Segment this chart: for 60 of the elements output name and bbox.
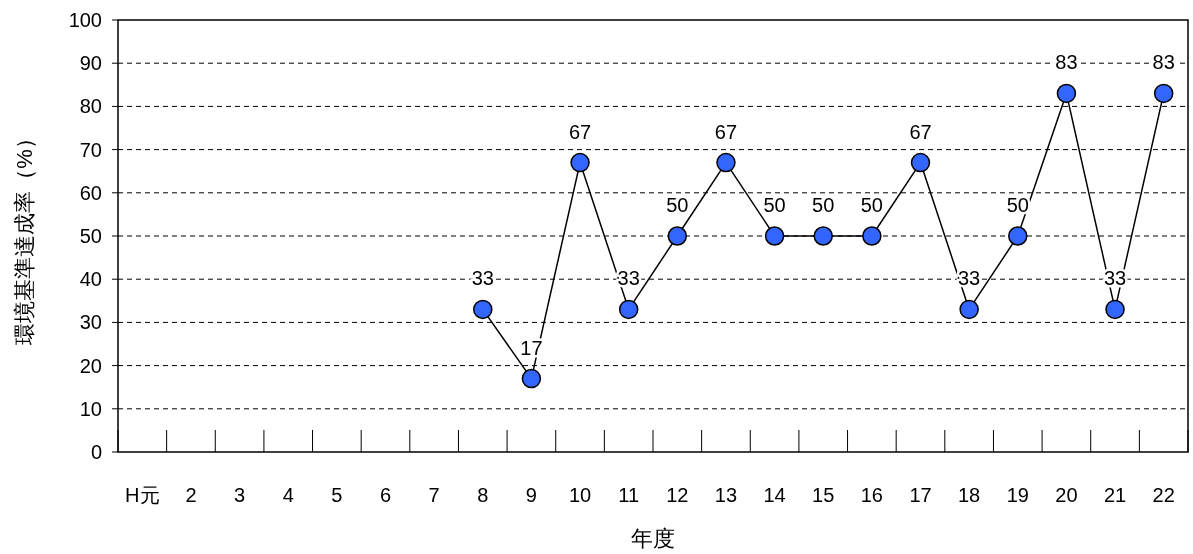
x-tick-label: 4 [282,484,294,506]
data-label: 67 [909,120,932,143]
point [764,226,785,246]
point [813,226,833,246]
point [1105,299,1125,320]
x-tick-label: 19 [1006,484,1029,506]
x-tick-label: 6 [379,484,392,506]
x-tick-label: 20 [1055,484,1078,506]
y-tick-label: 90 [79,52,102,75]
x-tick-label: 18 [958,484,981,506]
point [1056,83,1077,104]
point [570,152,590,173]
point [667,226,688,246]
data-label: 50 [763,194,786,216]
x-tick-label: 5 [331,484,343,506]
point [716,152,736,173]
point [618,299,639,320]
x-tick-label: 13 [714,484,738,506]
point [959,299,979,320]
point [473,299,493,320]
y-tick-label: 40 [79,268,102,291]
x-tick-label: 9 [525,484,537,506]
point [1008,226,1028,246]
x-tick-label: 3 [234,484,246,506]
y-tick-label: 60 [79,181,102,204]
point [862,226,882,246]
y-tick-label: 0 [90,441,102,463]
data-label: 67 [714,120,738,143]
y-tick-label: 80 [79,95,102,118]
y-tick-label: 50 [79,225,102,247]
x-tick-label: 7 [428,484,440,506]
x-tick-label: 8 [477,484,489,506]
y-tick-label: 70 [79,138,102,161]
y-tick-label: 20 [79,354,102,377]
x-tick-label: 22 [1152,484,1175,506]
x-tick-label: 12 [666,484,689,506]
point [521,368,542,389]
data-label: 50 [1006,194,1029,216]
x-tick-label: 11 [618,484,640,506]
data-label: 50 [860,194,883,216]
point [1153,83,1174,104]
x-tick-label: 14 [763,484,786,506]
data-label: 50 [666,194,689,216]
y-tick-label: 30 [79,311,102,334]
x-axis-title: 年度 [631,526,675,551]
y-tick-label: 100 [68,9,102,31]
x-tick-label: 2 [185,484,197,506]
x-tick-label: 17 [909,484,932,506]
data-label: 33 [958,267,981,290]
data-label: 67 [568,120,592,143]
x-tick-label: 21 [1103,484,1127,506]
x-tick-label: 16 [860,484,883,506]
x-tick-label: 15 [812,484,835,506]
data-label: 33 [471,267,494,290]
y-tick-label: 10 [79,397,102,420]
data-label: 50 [812,194,835,216]
y-axis-title: 環境基準達成率（%） [12,127,37,345]
point [910,152,931,173]
x-tick-label: H元 [125,484,160,506]
x-tick-label: 10 [568,484,592,506]
